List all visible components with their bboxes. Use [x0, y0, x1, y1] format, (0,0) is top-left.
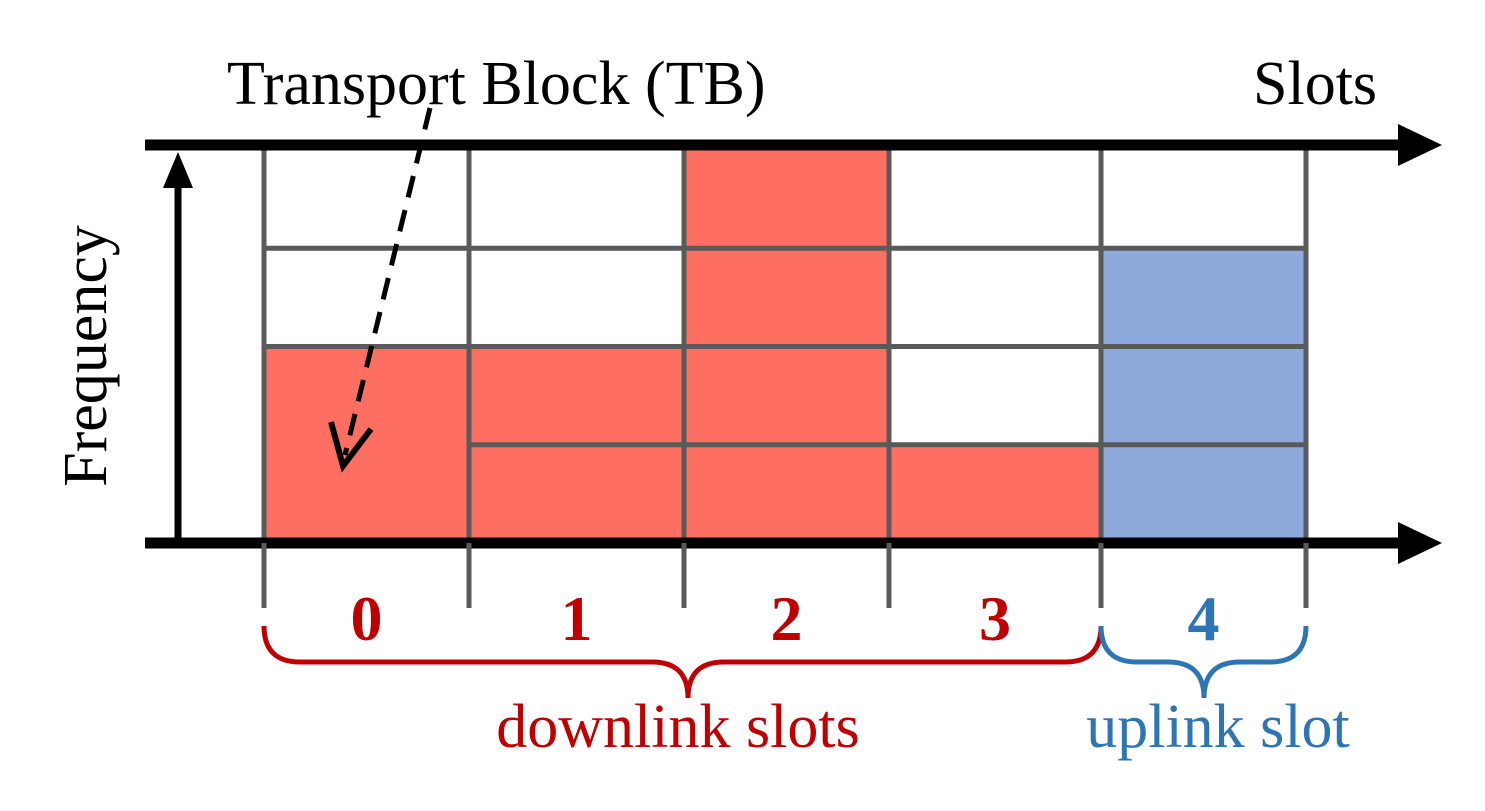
- tb-pointer-arrowhead: [328, 421, 374, 473]
- allocation-block-slot-3: [889, 444, 1101, 543]
- uplink-brace: [1098, 625, 1309, 699]
- frequency-axis-label: Frequency: [52, 225, 120, 487]
- braces: [261, 625, 1309, 699]
- slots-axis-label: Slots: [1253, 50, 1377, 118]
- slot-number-4: 4: [1188, 583, 1220, 654]
- downlink-brace: [261, 625, 1104, 699]
- tb-pointer-arrow: [342, 107, 433, 456]
- allocation-block-slot-4: [1101, 248, 1306, 543]
- slot-number-3: 3: [979, 583, 1011, 654]
- frequency-axis-arrowhead: [163, 152, 193, 188]
- axes: [145, 124, 1442, 564]
- slot-numbers: 0 1 2 3 4: [351, 583, 1220, 654]
- slots-axis-bottom-arrowhead: [1398, 522, 1442, 564]
- slot-number-1: 1: [561, 583, 593, 654]
- slot-number-0: 0: [351, 583, 383, 654]
- slot-number-2: 2: [771, 583, 803, 654]
- allocation-block-slot-0: [264, 346, 469, 543]
- slots-axis-top-arrowhead: [1398, 124, 1442, 166]
- downlink-slots-label: downlink slots: [496, 693, 859, 761]
- slot-ticks: [261, 543, 1309, 608]
- resource-grid: [261, 145, 1309, 543]
- uplink-slot-label: uplink slot: [1086, 693, 1350, 761]
- tb-label: Transport Block (TB): [227, 50, 765, 118]
